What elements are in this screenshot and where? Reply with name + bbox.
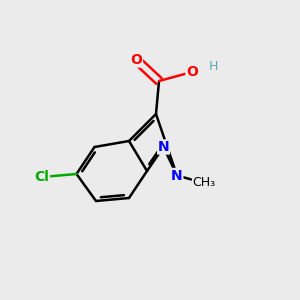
Text: CH₃: CH₃ — [192, 176, 216, 190]
Text: N: N — [158, 140, 169, 154]
Text: H: H — [208, 59, 218, 73]
Text: O: O — [130, 53, 142, 67]
Text: N: N — [171, 169, 183, 182]
Text: Cl: Cl — [34, 170, 50, 184]
Text: O: O — [186, 65, 198, 79]
